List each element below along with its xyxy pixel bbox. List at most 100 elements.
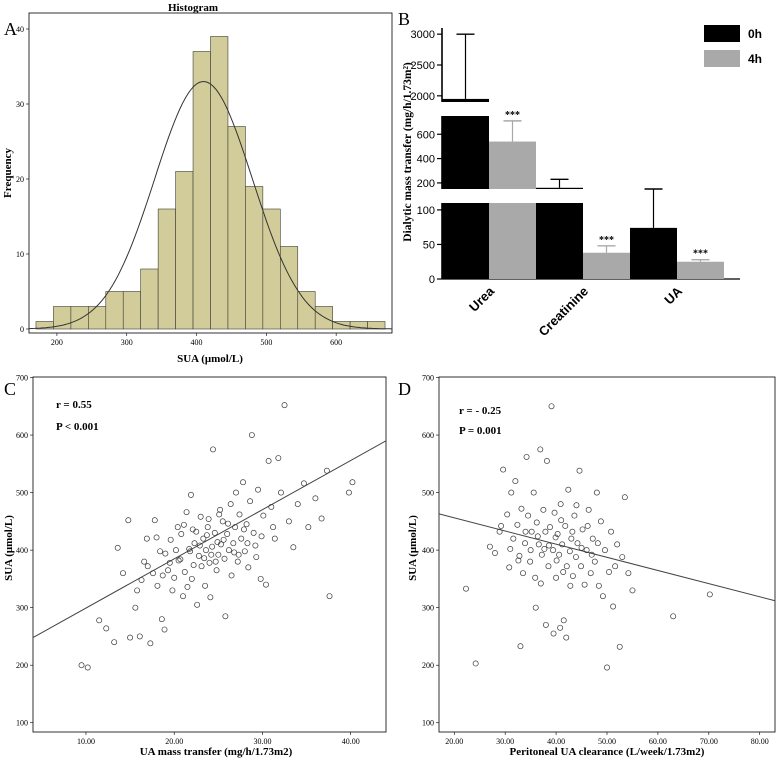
scatter-point [265,457,272,464]
bar-chart-y-tick-label: 2000 [411,91,435,103]
panel-d-r-value: r = - 0.25 [459,405,502,417]
scatter-point [187,548,194,555]
scatter-point [572,554,579,560]
scatter-point [214,539,221,546]
significance-markers: *** *** *** [505,110,708,260]
scatter-point [202,582,209,589]
scatter-point [210,446,216,453]
scatter-point [158,616,165,623]
bar-chart-legend: 0h 4h [704,25,762,67]
scatter-point [527,547,534,554]
histogram-y-axis-label: Frequency [2,148,14,198]
panel-d-y-axis-label: SUA (μmol/L) [407,515,419,581]
x-tick-label: 40.00 [342,737,360,746]
y-tick-label: 500 [422,489,434,498]
scatter-point [562,523,569,529]
panel-c-x-axis-label: UA mass transfer (mg/h/1.73m2) [140,746,293,758]
scatter-point [589,535,596,542]
legend-swatch-0h [704,25,740,42]
panel-b: B ********* 050100200400600200025003000 … [398,9,762,339]
scatter-point [619,554,626,560]
scatter-point [538,551,545,558]
scatter-point [518,505,525,512]
bar-urea-0h [442,116,489,189]
panel-c-r-value: r = 0.55 [56,399,92,411]
bar-chart-y-tick-label: 3000 [411,29,435,41]
scatter-point [528,528,535,535]
scatter-point [506,564,513,571]
histogram-y-tick-label: 40 [16,25,24,34]
scatter-point [201,555,208,562]
scatter-point [554,531,561,537]
histogram-bar [88,306,107,330]
scatter-point [217,506,224,513]
panel-d-fit-line [438,513,776,602]
bar-chart-y-tick-label: 50 [423,239,435,251]
scatter-point [151,517,158,524]
y-tick-label: 200 [422,661,434,670]
scatter-point [522,528,529,535]
scatter-point [557,624,564,631]
bar-ua-0h [630,227,677,279]
scatter-point [556,551,563,558]
scatter-point [565,486,572,493]
bar-chart-y-tick-label: 0 [429,274,435,286]
scatter-point [234,558,241,565]
scatter-point [595,582,602,589]
scatter-point [188,491,194,498]
scatter-point [312,495,319,502]
scatter-point [203,547,209,554]
scatter-point [569,573,576,579]
scatter-point [472,660,479,667]
normal-curve [28,81,393,330]
scatter-point [96,617,103,624]
scatter-point [576,467,583,474]
scatter-point [508,489,515,496]
scatter-point [560,569,567,575]
scatter-point [232,524,239,531]
panel-c-y-ticks: 100 200 300 400 500 600 700 [16,374,33,728]
scatter-point [552,534,559,541]
panel-c-y-axis-label: SUA (μmol/L) [3,515,15,581]
scatter-point [120,570,126,577]
scatter-point [240,479,246,486]
scatter-point [245,564,252,571]
scatter-point [253,554,260,560]
panel-d-x-axis-label: Peritoneal UA clearance (L/week/1.73m2) [510,746,705,758]
scatter-point [196,542,203,549]
scatter-point [581,581,588,588]
scatter-point [247,498,254,505]
scatter-point [515,557,522,564]
panel-a: A Histogram 200 300 400 500 600 0 10 20 30 40 SU… [2,2,393,365]
scatter-point [143,535,150,542]
scatter-point [486,543,493,550]
scatter-point [212,558,219,565]
scatter-point [195,552,202,559]
y-tick-label: 700 [16,374,28,383]
legend-label-4h: 4h [748,52,762,66]
scatter-point [593,489,600,496]
scatter-point [260,512,267,519]
scatter-point [606,569,612,575]
scatter-point [141,558,148,565]
scatter-point [305,524,312,531]
scatter-point [512,478,519,485]
scatter-point [216,511,223,518]
scatter-point [510,535,517,542]
scatter-point [602,547,608,554]
scatter-point [532,574,539,581]
panel-a-frame [28,12,393,334]
panel-c-fit-line [32,440,387,639]
significance-creatinine: *** [599,235,614,246]
y-tick-label: 300 [16,604,28,613]
bar-chart-categories: Urea Creatinine UA [466,283,685,339]
scatter-point [583,547,590,554]
y-tick-label: 500 [16,489,28,498]
scatter-point [599,593,606,600]
histogram-bars [35,36,386,330]
bar-urea-0h [442,98,489,102]
scatter-point [225,547,232,554]
scatter-point [551,509,558,516]
scatter-point [563,634,570,641]
scatter-point [542,621,549,628]
